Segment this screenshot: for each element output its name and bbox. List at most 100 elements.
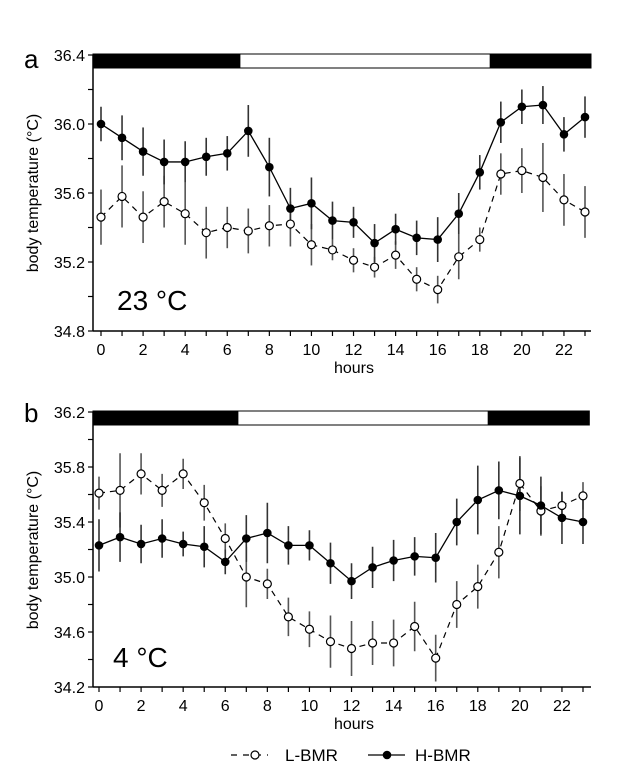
y-tick-label: 34.2 [54,680,85,697]
data-point-h-bmr [242,534,251,543]
x-tick-label: 18 [469,698,487,715]
data-point-h-bmr [389,556,398,565]
data-point-l-bmr [138,212,148,222]
y-axis-title: body temperature (°C) [25,471,42,629]
data-point-h-bmr [349,218,358,227]
data-point-h-bmr [391,224,400,234]
legend-l-bmr-label: L-BMR [285,746,338,765]
data-point-l-bmr [304,624,315,634]
data-point-h-bmr [138,147,148,156]
data-point-h-bmr [452,517,462,527]
x-tick-label: 10 [301,698,319,715]
data-point-h-bmr [368,563,377,572]
data-point-h-bmr [117,133,127,143]
data-point-h-bmr [199,542,209,552]
data-point-h-bmr [370,238,379,248]
data-point-l-bmr [391,250,401,260]
series-line-h-bmr [100,104,586,244]
data-point-l-bmr [180,209,190,219]
data-point-l-bmr [578,491,588,501]
x-tick-label: 0 [95,698,104,715]
data-point-l-bmr [538,172,548,183]
y-tick-label: 35.8 [54,460,85,477]
condition-label: 23 °C [117,285,187,316]
data-point-l-bmr [220,533,230,544]
y-tick-label: 35.4 [54,515,85,532]
data-point-l-bmr [306,240,317,250]
data-point-l-bmr [410,621,420,632]
data-point-h-bmr [475,168,485,177]
x-tick-label: 8 [263,698,272,715]
data-point-h-bmr [222,149,232,158]
x-tick-label: 18 [471,342,489,359]
data-point-h-bmr [307,199,316,208]
x-tick-label: 12 [343,698,361,715]
x-tick-label: 10 [303,342,321,359]
data-point-h-bmr [178,539,188,549]
data-point-l-bmr [199,498,209,508]
data-point-h-bmr [263,528,272,538]
x-tick-label: 0 [97,342,106,359]
legend-h-bmr-label: H-BMR [415,746,471,765]
photoperiod-bar-light [239,53,491,69]
data-point-h-bmr [94,541,104,550]
legend-l-bmr-marker [250,750,260,760]
data-point-l-bmr [517,165,527,176]
data-point-h-bmr [284,541,293,550]
data-point-l-bmr [327,245,338,255]
x-tick-label: 6 [221,698,230,715]
data-point-h-bmr [347,576,356,586]
data-point-l-bmr [494,547,504,557]
data-point-h-bmr [244,126,253,136]
data-point-l-bmr [243,226,253,236]
x-tick-label: 20 [511,698,529,715]
data-point-l-bmr [136,469,146,479]
data-point-l-bmr [412,274,422,284]
photoperiod-bar-dark [487,410,590,426]
data-point-h-bmr [201,152,211,162]
data-point-l-bmr [348,255,359,265]
data-point-h-bmr [328,216,337,225]
data-point-l-bmr [117,191,127,202]
photoperiod-bar-dark [92,53,241,69]
x-tick-label: 12 [345,342,363,359]
data-point-l-bmr [475,234,485,245]
data-point-l-bmr [580,207,590,217]
photoperiod-bar-dark [489,53,592,69]
data-point-l-bmr [346,643,357,654]
x-tick-label: 14 [385,698,403,715]
data-point-l-bmr [559,195,569,205]
data-point-l-bmr [367,638,378,648]
data-point-h-bmr [538,100,548,110]
data-point-h-bmr [265,162,274,172]
data-point-l-bmr [369,262,380,272]
panel-a: 34.8 35.2 35.6 36.0 36.4 0 2 4 6 8 10 12 14 16 18 20 22 h… [24,44,592,377]
x-tick-label: 8 [265,342,274,359]
data-point-h-bmr [180,157,190,167]
data-point-h-bmr [286,204,295,213]
data-point-h-bmr [433,235,442,244]
x-tick-label: 22 [555,342,573,359]
y-tick-label: 34.8 [54,324,85,341]
data-point-h-bmr [496,117,506,127]
data-point-h-bmr [559,130,569,139]
y-tick-label: 36.2 [54,405,85,422]
data-point-l-bmr [115,485,125,495]
data-point-h-bmr [454,209,464,218]
x-tick-label: 22 [553,698,571,715]
data-point-l-bmr [389,638,399,648]
photoperiod-bar-dark [92,410,239,426]
data-point-l-bmr [496,169,506,179]
condition-label: 4 °C [113,642,168,673]
data-point-h-bmr [580,112,590,122]
data-point-h-bmr [96,119,106,129]
data-point-l-bmr [96,212,106,222]
panel-letter: a [24,44,39,74]
data-point-h-bmr [136,539,146,549]
x-tick-label: 2 [137,698,146,715]
x-tick-label: 14 [387,342,405,359]
data-point-l-bmr [157,485,167,495]
data-point-h-bmr [305,541,314,550]
data-point-h-bmr [473,495,483,505]
data-point-h-bmr [515,491,525,501]
